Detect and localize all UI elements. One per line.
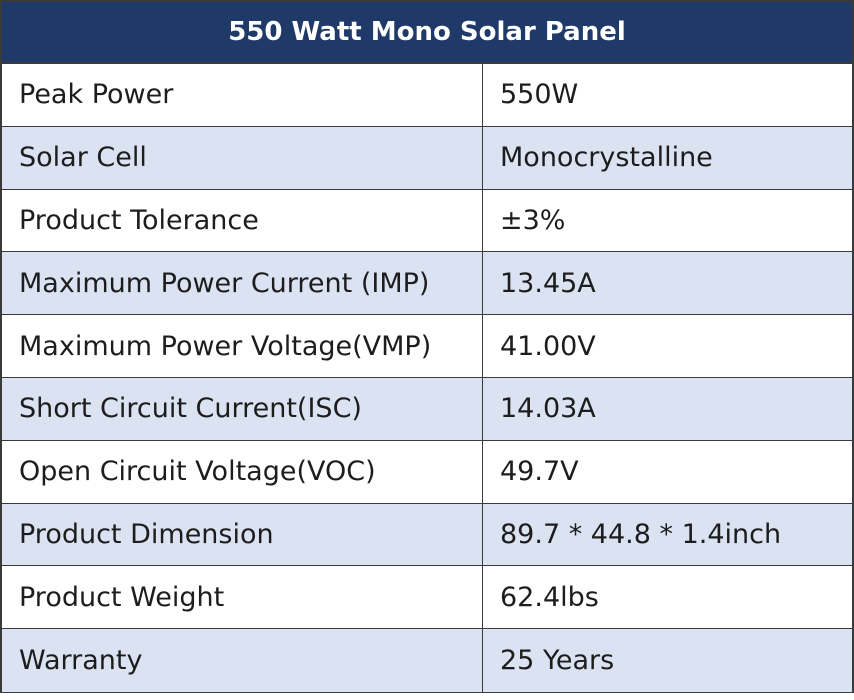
row-label: Maximum Power Current (IMP) <box>2 252 483 315</box>
table-row: Product Weight 62.4lbs <box>2 566 852 630</box>
row-value: 41.00V <box>500 330 596 362</box>
table-row: Warranty 25 Years <box>2 629 852 692</box>
row-value: 25 Years <box>500 645 615 677</box>
row-label: Product Dimension <box>2 503 483 566</box>
row-label: Open Circuit Voltage(VOC) <box>2 440 483 503</box>
row-value: 49.7V <box>500 456 579 488</box>
row-value: Monocrystalline <box>500 142 713 174</box>
table-row: Open Circuit Voltage(VOC) 49.7V <box>2 440 852 504</box>
row-value: 13.45A <box>500 267 596 299</box>
row-label: Warranty <box>2 629 483 692</box>
row-value: 89.7 * 44.8 * 1.4inch <box>500 518 782 550</box>
row-label: Maximum Power Voltage(VMP) <box>2 315 483 377</box>
table-row: Product Tolerance ±3% <box>2 189 852 253</box>
table-title: 550 Watt Mono Solar Panel <box>2 2 852 64</box>
row-label: Peak Power <box>2 64 483 126</box>
table-row: Maximum Power Current (IMP) 13.45A <box>2 252 852 316</box>
row-label: Short Circuit Current(ISC) <box>2 377 483 440</box>
spec-rows: Peak Power 550W Solar Cell Monocrystalli… <box>2 64 852 692</box>
table-row: Peak Power 550W <box>2 64 852 127</box>
row-value: 14.03A <box>500 393 596 425</box>
row-value: ±3% <box>500 204 566 236</box>
row-value: 62.4lbs <box>500 581 599 613</box>
row-label: Product Tolerance <box>2 189 483 252</box>
row-label: Solar Cell <box>2 126 483 189</box>
table-row: Maximum Power Voltage(VMP) 41.00V <box>2 315 852 378</box>
table-row: Product Dimension 89.7 * 44.8 * 1.4inch <box>2 503 852 567</box>
row-value: 550W <box>500 79 579 111</box>
table-row: Solar Cell Monocrystalline <box>2 126 852 190</box>
row-label: Product Weight <box>2 566 483 629</box>
table-row: Short Circuit Current(ISC) 14.03A <box>2 377 852 441</box>
